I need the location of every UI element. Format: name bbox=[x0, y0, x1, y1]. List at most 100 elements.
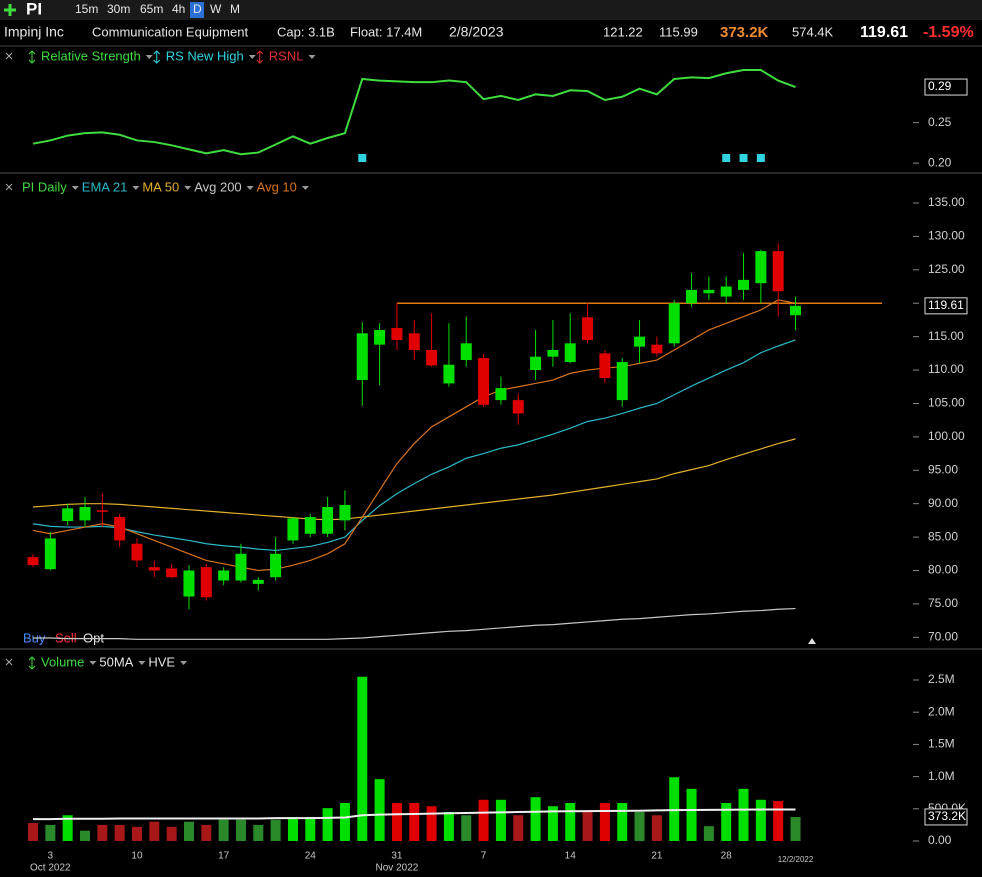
rs-current-box bbox=[924, 78, 968, 96]
candle-body bbox=[304, 517, 316, 534]
legend-item[interactable]: 50MA bbox=[99, 654, 133, 669]
sell-button[interactable]: Sell bbox=[55, 630, 77, 645]
legend-item[interactable]: RS New High bbox=[166, 48, 244, 63]
option-button[interactable]: Opt bbox=[83, 630, 104, 645]
rs-current: 0.29 bbox=[928, 79, 952, 93]
legend-dropdown bbox=[89, 661, 97, 665]
last-price: 119.61 bbox=[860, 24, 908, 41]
move-icon bbox=[28, 50, 36, 64]
legend-item[interactable]: RSNL bbox=[269, 48, 304, 63]
legend-item[interactable]: MA 50 bbox=[142, 179, 179, 194]
volume-bar bbox=[721, 803, 732, 841]
y-tick-label: 125.00 bbox=[928, 262, 965, 276]
close-icon bbox=[5, 658, 13, 666]
symbol[interactable]: PI bbox=[26, 0, 42, 18]
volume-bar bbox=[426, 806, 437, 841]
volume-bar bbox=[79, 830, 90, 841]
volume-bar bbox=[773, 801, 784, 841]
legend-item[interactable]: PI Daily bbox=[22, 179, 67, 194]
volume-bar bbox=[287, 817, 298, 841]
cap: Cap: 3.1B bbox=[277, 24, 335, 39]
volume-current-box bbox=[924, 808, 968, 826]
candle-body bbox=[408, 333, 420, 351]
x-tick-label: 7 bbox=[481, 851, 487, 862]
candle-body bbox=[252, 579, 264, 584]
close-icon bbox=[5, 183, 13, 191]
legend-item[interactable]: HVE bbox=[148, 654, 175, 669]
volume-bar bbox=[149, 821, 160, 841]
volume-bar bbox=[391, 803, 402, 841]
low: 115.99 bbox=[659, 24, 698, 39]
legend-dropdown bbox=[246, 186, 254, 190]
volume-bar bbox=[218, 819, 229, 841]
timeframe[interactable]: 4h bbox=[172, 2, 185, 16]
rs-new-high bbox=[358, 154, 367, 162]
legend-dropdown bbox=[248, 55, 256, 59]
volume-bar bbox=[547, 806, 558, 841]
candle-body bbox=[755, 251, 767, 284]
moving-average bbox=[32, 339, 796, 552]
candle-body bbox=[339, 505, 351, 521]
x-tick-label: 28 bbox=[721, 851, 733, 862]
add-icon[interactable] bbox=[4, 4, 16, 16]
candle-body bbox=[166, 568, 178, 578]
legend-item[interactable]: EMA 21 bbox=[82, 179, 128, 194]
volume-bar bbox=[97, 824, 108, 841]
candle-body bbox=[426, 350, 438, 366]
volume-bar bbox=[409, 803, 420, 841]
volume-bar bbox=[530, 797, 541, 841]
company: Impinj Inc bbox=[4, 24, 64, 40]
close-icon bbox=[5, 52, 13, 60]
candle-body bbox=[703, 289, 715, 294]
volume-bar bbox=[374, 779, 385, 841]
candle-body bbox=[616, 362, 628, 401]
legend-item[interactable]: Avg 200 bbox=[194, 179, 241, 194]
timeframe[interactable]: M bbox=[230, 2, 240, 16]
candle-body bbox=[651, 344, 663, 354]
candle-body bbox=[374, 329, 386, 345]
y-tick-label: 115.00 bbox=[928, 329, 964, 343]
volume-bar bbox=[253, 824, 264, 841]
move-icon bbox=[256, 50, 264, 64]
legend-item[interactable]: Avg 10 bbox=[257, 179, 297, 194]
volume-bar bbox=[270, 819, 281, 841]
rs-new-high bbox=[739, 154, 748, 162]
y-tick-label: 2.0M bbox=[928, 704, 955, 718]
volume-bar bbox=[357, 676, 368, 841]
timeframe[interactable]: 15m bbox=[75, 2, 98, 16]
legend-item[interactable]: Relative Strength bbox=[41, 48, 141, 63]
candle-body bbox=[530, 356, 542, 371]
timeframe[interactable]: D bbox=[193, 2, 202, 16]
candle-body bbox=[391, 327, 403, 340]
month-label: Nov 2022 bbox=[376, 863, 419, 874]
timeframe[interactable]: 30m bbox=[107, 2, 130, 16]
date: 2/8/2023 bbox=[449, 24, 504, 40]
candle-body bbox=[235, 553, 247, 581]
rs-line bbox=[32, 69, 796, 156]
candle-body bbox=[668, 303, 680, 344]
y-tick-label: 130.00 bbox=[928, 229, 965, 243]
volume-bar bbox=[131, 826, 142, 841]
volume-bar bbox=[461, 815, 472, 841]
volume-bar bbox=[565, 803, 576, 841]
volume-ma bbox=[33, 808, 796, 821]
month-label: Oct 2022 bbox=[30, 863, 71, 874]
candle-body bbox=[495, 388, 507, 401]
legend-item[interactable]: Volume bbox=[41, 654, 84, 669]
timeframe[interactable]: 65m bbox=[140, 2, 163, 16]
candle-body bbox=[44, 538, 56, 570]
volume-bar bbox=[45, 824, 56, 841]
active-timeframe bbox=[190, 2, 204, 18]
y-tick-label: 100.00 bbox=[928, 429, 965, 443]
rs-new-high bbox=[722, 154, 731, 162]
rs-new-high bbox=[756, 154, 765, 162]
timeframe[interactable]: W bbox=[210, 2, 222, 16]
change: -1.59% bbox=[923, 24, 974, 41]
toolbar bbox=[0, 0, 982, 20]
candle-body bbox=[270, 553, 282, 578]
scroll-marker bbox=[808, 638, 816, 644]
y-tick-label: 95.00 bbox=[928, 462, 958, 476]
y-tick-label: 0.25 bbox=[928, 115, 952, 129]
